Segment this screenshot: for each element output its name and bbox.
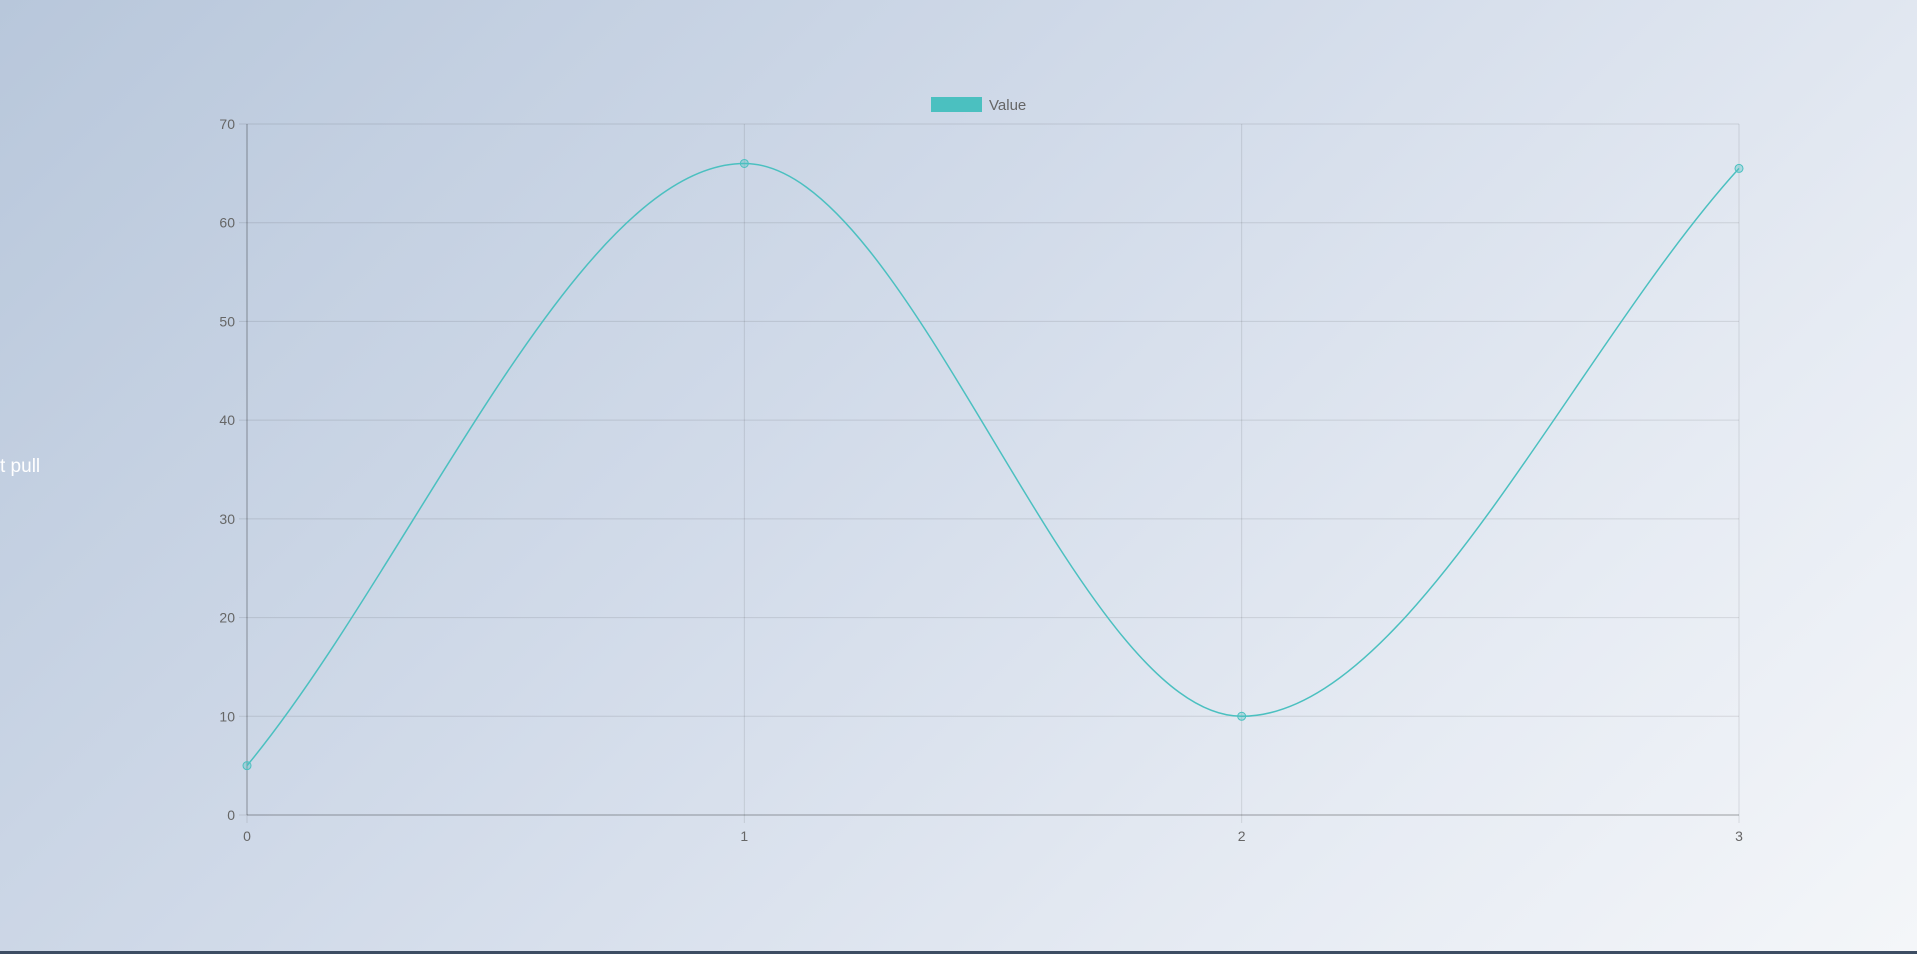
data-point[interactable]: [739, 158, 749, 168]
series-line-0: [246, 162, 1740, 767]
chart-grid: [247, 123, 1740, 815]
bottom-edge-bar: [0, 951, 1917, 954]
data-point[interactable]: [1734, 163, 1744, 173]
y-axis-ticks: 0 10 20 30 40 50 60 70: [219, 116, 247, 823]
legend-swatch[interactable]: [931, 97, 982, 112]
y-tick-label: 30: [219, 511, 235, 527]
data-point[interactable]: [1237, 711, 1247, 721]
x-axis-ticks: 0 1 2 3: [243, 815, 1743, 844]
y-tick-label: 60: [219, 215, 235, 231]
chart-series: [242, 158, 1744, 771]
y-tick-label: 0: [227, 807, 235, 823]
x-tick-label: 0: [243, 828, 251, 844]
chart-axes: [246, 124, 1739, 816]
partial-side-text: t pull: [0, 456, 41, 477]
y-tick-label: 40: [219, 412, 235, 428]
y-tick-label: 50: [219, 313, 235, 329]
y-tick-label: 70: [219, 116, 235, 132]
x-tick-label: 3: [1735, 828, 1743, 844]
x-tick-label: 2: [1238, 828, 1246, 844]
legend-label[interactable]: Value: [989, 97, 1026, 114]
x-tick-label: 1: [740, 828, 748, 844]
chart-legend[interactable]: Value: [931, 97, 1026, 114]
y-tick-label: 20: [219, 610, 235, 626]
data-point[interactable]: [242, 761, 252, 771]
y-tick-label: 10: [219, 708, 235, 724]
